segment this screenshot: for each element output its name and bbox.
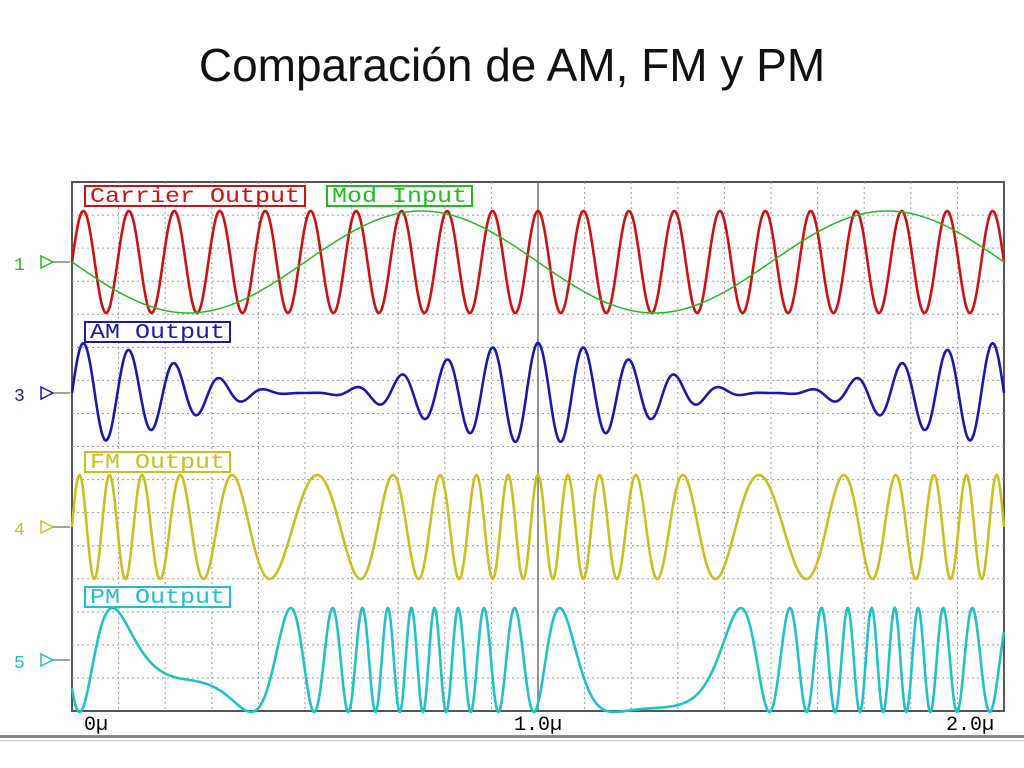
traces — [70, 209, 1006, 714]
trace-label-box — [84, 321, 231, 343]
channel-number: 4 — [14, 521, 25, 541]
series-pm-output — [70, 606, 1006, 714]
channel-number: 1 — [14, 256, 25, 276]
channel-arrow-icon — [40, 385, 55, 401]
channel-markers: 1 3 4 5 — [14, 254, 70, 674]
series-mod-input — [71, 210, 1005, 314]
channel-number: 3 — [14, 387, 25, 407]
grid — [72, 182, 1004, 711]
trace-label: Mod Input — [332, 186, 467, 209]
trace-label-box — [84, 586, 231, 608]
trace-labels: Carrier Output Mod Input AM Output FM Outpu… — [84, 185, 473, 610]
oscilloscope-chart: Carrier Output Mod Input AM Output FM Outpu… — [14, 181, 1006, 735]
x-tick-label: 0µ — [84, 714, 108, 735]
x-tick-labels: 0µ 1.0µ 2.0µ — [84, 714, 994, 735]
trace-label: FM Output — [90, 452, 225, 475]
slide-footer-rule-thin — [0, 740, 1024, 741]
trace-label-box — [84, 451, 231, 473]
trace-label: Carrier Output — [90, 186, 300, 209]
x-tick-label: 1.0µ — [514, 714, 562, 735]
trace-label-box — [84, 185, 306, 207]
slide-footer-rule — [0, 735, 1024, 738]
series-carrier-output — [70, 209, 1006, 315]
channel-arrow-icon — [40, 254, 55, 270]
channel-number: 5 — [14, 654, 25, 674]
trace-label: PM Output — [90, 587, 225, 610]
trace-label: AM Output — [90, 322, 225, 345]
x-tick-label: 2.0µ — [946, 714, 994, 735]
slide-title: Comparación de AM, FM y PM — [198, 39, 826, 91]
channel-arrow-icon — [40, 519, 55, 535]
channel-arrow-icon — [40, 652, 55, 668]
trace-label-box — [326, 185, 473, 207]
series-am-output — [70, 341, 1006, 444]
series-fm-output — [70, 473, 1006, 581]
